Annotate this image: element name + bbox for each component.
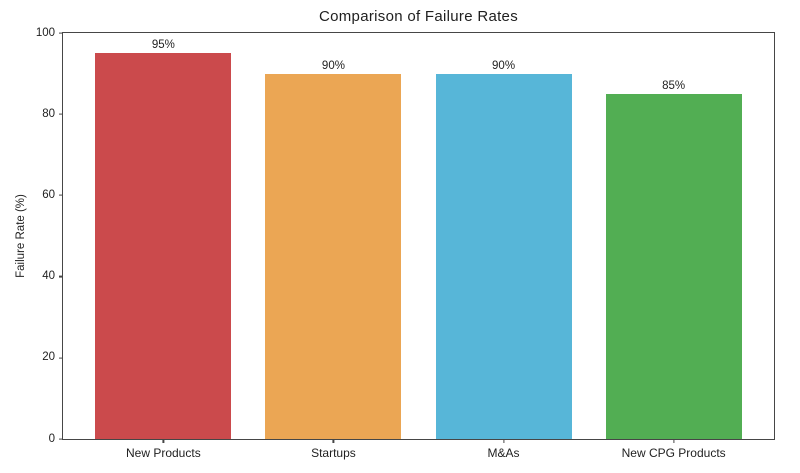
y-tick-mark	[59, 113, 63, 115]
x-category-label: New Products	[125, 446, 201, 460]
y-tick-mark	[59, 357, 63, 359]
y-tick-label: 100	[35, 26, 55, 39]
y-tick-mark	[59, 276, 63, 278]
y-tick-mark	[59, 32, 63, 34]
bar	[265, 73, 402, 439]
x-tick-mark	[673, 439, 675, 443]
x-category-label: New CPG Products	[621, 446, 726, 460]
chart-title: Comparison of Failure Rates	[318, 8, 518, 25]
bar	[435, 73, 572, 439]
x-tick-mark	[332, 439, 335, 443]
x-tick-mark	[162, 439, 164, 443]
bar-value-label: 90%	[321, 59, 345, 72]
bar	[605, 93, 742, 439]
y-tick-mark	[59, 194, 63, 196]
y-tick-label: 0	[48, 432, 55, 445]
plot-area: 0 20 40 60 80 100 95% New Products 90% Startups 90…	[36, 27, 775, 459]
y-tick-label: 80	[42, 107, 55, 120]
bar	[95, 53, 232, 439]
y-tick-label: 40	[42, 269, 55, 282]
bar-value-label: 90%	[492, 59, 516, 72]
y-axis-label: Failure Rate (%)	[15, 194, 27, 278]
x-tick-mark	[502, 439, 505, 443]
y-tick-label: 20	[42, 351, 55, 364]
x-category-label: M&As	[487, 446, 520, 460]
x-category-label: Startups	[311, 446, 356, 460]
bar-value-label: 85%	[662, 79, 686, 92]
y-tick-label: 60	[42, 188, 55, 201]
bar-value-label: 95%	[151, 39, 175, 52]
y-tick-mark	[59, 438, 63, 440]
